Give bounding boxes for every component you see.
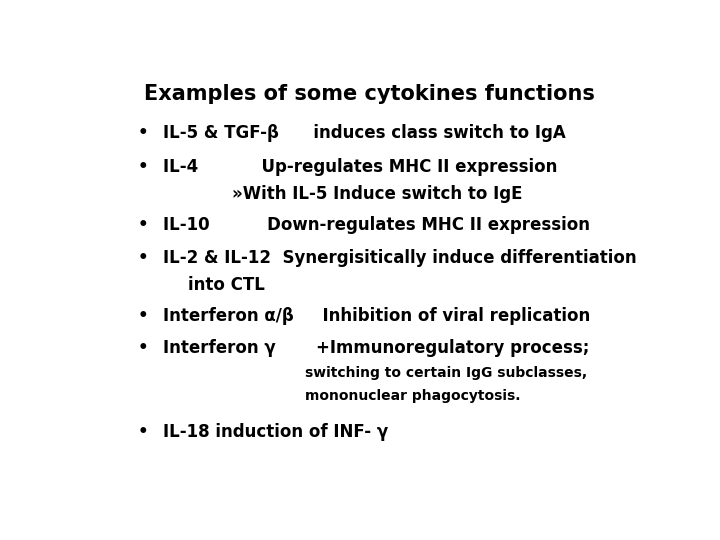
Text: IL-18 induction of INF- γ: IL-18 induction of INF- γ — [163, 422, 388, 441]
Text: into CTL: into CTL — [188, 276, 264, 294]
Text: Interferon α/β     Inhibition of viral replication: Interferon α/β Inhibition of viral repli… — [163, 307, 590, 326]
Text: Interferon γ       +Immunoregulatory process;: Interferon γ +Immunoregulatory process; — [163, 339, 589, 356]
Text: •: • — [138, 124, 148, 143]
Text: IL-2 & IL-12  Synergisitically induce differentiation: IL-2 & IL-12 Synergisitically induce dif… — [163, 249, 636, 267]
Text: •: • — [138, 216, 148, 234]
Text: •: • — [138, 158, 148, 176]
Text: »With IL-5 Induce switch to IgE: »With IL-5 Induce switch to IgE — [233, 185, 523, 202]
Text: •: • — [138, 422, 148, 441]
Text: •: • — [138, 307, 148, 326]
Text: IL-10          Down-regulates MHC II expression: IL-10 Down-regulates MHC II expression — [163, 216, 590, 234]
Text: •: • — [138, 339, 148, 356]
Text: IL-4           Up-regulates MHC II expression: IL-4 Up-regulates MHC II expression — [163, 158, 557, 176]
Text: •: • — [138, 249, 148, 267]
Text: mononuclear phagocytosis.: mononuclear phagocytosis. — [305, 389, 521, 403]
Text: switching to certain IgG subclasses,: switching to certain IgG subclasses, — [305, 366, 587, 380]
Text: Examples of some cytokines functions: Examples of some cytokines functions — [143, 84, 595, 104]
Text: IL-5 & TGF-β      induces class switch to IgA: IL-5 & TGF-β induces class switch to IgA — [163, 124, 565, 143]
